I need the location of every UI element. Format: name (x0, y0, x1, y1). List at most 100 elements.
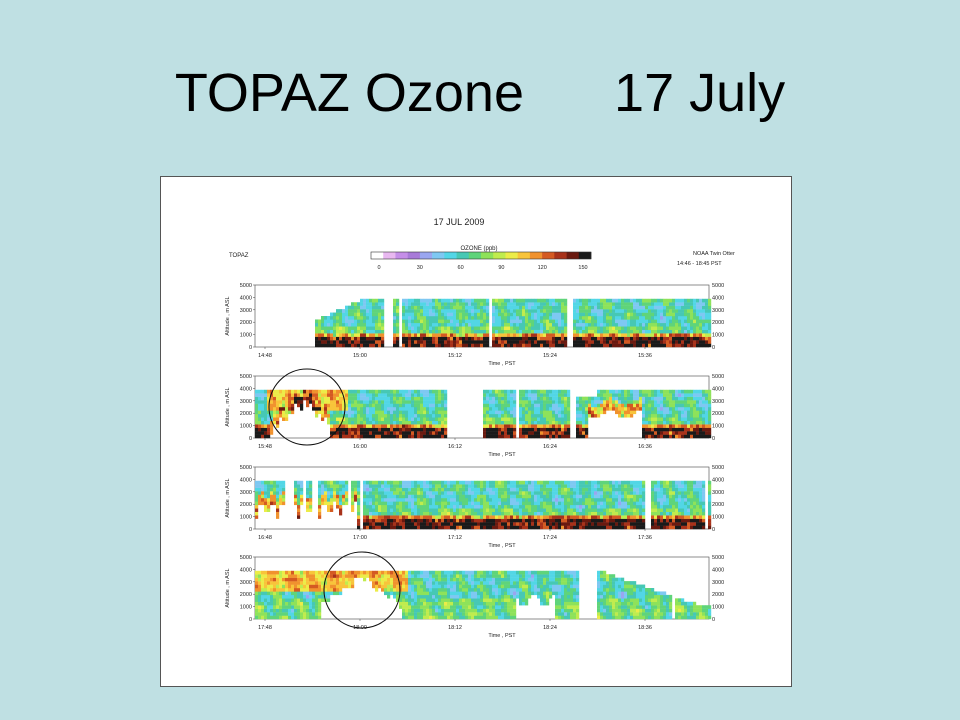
curtain-cell (528, 316, 532, 320)
curtain-cell (513, 393, 517, 397)
curtain-cell (663, 413, 667, 418)
curtain-cell (306, 498, 310, 502)
curtain-cell (378, 326, 382, 330)
curtain-cell (456, 480, 460, 485)
curtain-cell (552, 326, 556, 330)
curtain-cell (645, 343, 649, 348)
curtain-cell (396, 400, 400, 404)
curtain-cell (639, 511, 643, 516)
curtain-cell (426, 434, 430, 439)
curtain-cell (693, 400, 697, 404)
curtain-cell (510, 407, 514, 411)
curtain-cell (480, 494, 484, 499)
curtain-cell (501, 410, 505, 415)
curtain-cell (582, 431, 586, 435)
curtain-cell (612, 302, 616, 306)
curtain-cell (639, 389, 643, 394)
curtain-cell (501, 522, 505, 526)
curtain-cell (327, 504, 331, 509)
curtain-cell (408, 316, 412, 320)
curtain-cell (597, 305, 601, 310)
curtain-cell (585, 400, 589, 404)
curtain-cell (327, 316, 331, 320)
curtain-cell (480, 501, 484, 506)
curtain-cell (258, 389, 262, 394)
curtain-cell (375, 504, 379, 509)
curtain-cell (558, 484, 562, 488)
curtain-cell (348, 340, 352, 344)
curtain-cell (549, 508, 553, 512)
curtain-cell (324, 407, 328, 411)
curtain-cell (666, 326, 670, 330)
curtain-cell (501, 312, 505, 317)
curtain-cell (324, 336, 328, 341)
curtain-cell (606, 525, 610, 530)
curtain-cell (321, 491, 325, 495)
curtain-cell (417, 491, 421, 495)
curtain-cell (603, 340, 607, 344)
curtain-cell (444, 420, 448, 425)
curtain-cell (684, 434, 688, 439)
curtain-cell (429, 484, 433, 488)
curtain-cell (696, 413, 700, 418)
curtain-cell (498, 396, 502, 401)
curtain-cell (546, 413, 550, 418)
curtain-cell (510, 298, 514, 303)
curtain-cell (660, 336, 664, 341)
curtain-cell (696, 410, 700, 415)
curtain-cell (351, 480, 355, 485)
curtain-cell (498, 484, 502, 488)
curtain-cell (375, 480, 379, 485)
curtain-cell (345, 420, 349, 425)
curtain-cell (573, 508, 577, 512)
curtain-cell (543, 424, 547, 428)
curtain-cell (354, 305, 358, 310)
colorbar-swatch (395, 252, 408, 259)
curtain-cell (693, 420, 697, 425)
curtain-cell (681, 326, 685, 330)
curtain-cell (414, 434, 418, 439)
y-tick-label-left: 3000 (240, 308, 252, 314)
curtain-cell (444, 508, 448, 512)
curtain-cell (333, 316, 337, 320)
curtain-cell (441, 427, 445, 432)
curtain-cell (456, 504, 460, 509)
curtain-cell (393, 480, 397, 485)
curtain-cell (321, 403, 325, 408)
curtain-cell (624, 326, 628, 330)
curtain-cell (504, 312, 508, 317)
curtain-cell (621, 484, 625, 488)
curtain-cell (294, 393, 298, 397)
curtain-cell (582, 396, 586, 401)
curtain-cell (525, 302, 529, 306)
curtain-cell (531, 498, 535, 502)
curtain-cell (516, 515, 520, 519)
curtain-cell (615, 305, 619, 310)
curtain-cell (558, 498, 562, 502)
curtain-cell (618, 322, 622, 327)
curtain-cell (378, 504, 382, 509)
curtain-cell (462, 515, 466, 519)
curtain-cell (504, 494, 508, 499)
curtain-cell (378, 393, 382, 397)
curtain-cell (612, 298, 616, 303)
curtain-cell (552, 329, 556, 334)
curtain-cell (351, 434, 355, 439)
curtain-cell (345, 329, 349, 334)
curtain-cell (702, 333, 706, 337)
curtain-cell (441, 312, 445, 317)
curtain-cell (408, 518, 412, 523)
curtain-cell (591, 312, 595, 317)
curtain-cell (279, 393, 283, 397)
curtain-cell (621, 393, 625, 397)
curtain-cell (300, 498, 304, 502)
curtain-cell (549, 487, 553, 492)
curtain-cell (378, 403, 382, 408)
curtain-cell (420, 389, 424, 394)
curtain-cell (408, 522, 412, 526)
curtain-cell (615, 298, 619, 303)
curtain-cell (477, 491, 481, 495)
x-tick-label: 16:24 (543, 444, 557, 450)
curtain-cell (513, 417, 517, 421)
curtain-cell (690, 427, 694, 432)
